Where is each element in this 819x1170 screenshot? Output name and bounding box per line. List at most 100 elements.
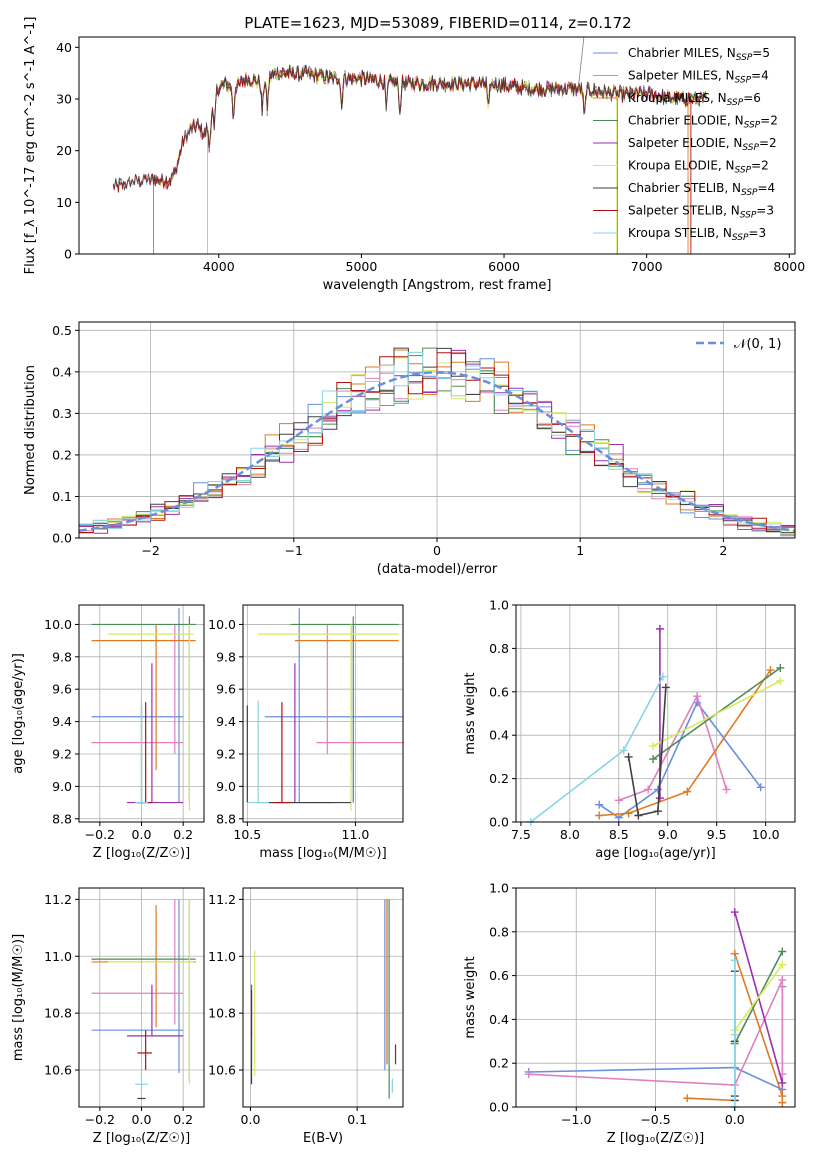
y-tick-label: 0.6: [489, 968, 509, 983]
y-tick-label: 0.1: [52, 489, 72, 504]
y-axis-label: mass weight: [463, 956, 478, 1038]
spectrum-spike: [577, 37, 585, 89]
legend-subscript: SSP: [732, 233, 749, 243]
y-tick-label: 40: [56, 40, 72, 55]
x-tick-label: 10.5: [233, 827, 261, 842]
y-tick-label: 0.4: [489, 728, 509, 743]
y-tick-label: 8.8: [216, 811, 236, 826]
panel-weight-vs-Z: [512, 887, 796, 1111]
y-tick-label: 0.6: [489, 684, 509, 699]
x-axis-label: Z [log₁₀(Z/Z☉)]: [607, 1131, 704, 1146]
legend-count: =4: [751, 69, 769, 83]
y-tick-label: 0: [64, 247, 72, 262]
weight-series: [652, 680, 781, 747]
x-tick-label: 0.1: [347, 1112, 367, 1127]
weight-point: [766, 666, 775, 675]
legend-subscript: SSP: [735, 76, 752, 86]
y-tick-label: 1.0: [489, 598, 509, 613]
weight-point: [778, 960, 787, 969]
legend-count: =2: [759, 136, 777, 150]
y-axis-label: age [log₁₀(age/yr)]: [11, 653, 26, 774]
weight-point: [778, 1098, 787, 1107]
x-tick-label: 2: [719, 543, 727, 558]
weight-point: [649, 742, 658, 751]
x-axis-label: wavelength [Angstrom, rest frame]: [323, 278, 552, 293]
panel-weight-vs-age: [512, 604, 796, 826]
y-tick-label: 8.8: [52, 811, 72, 826]
x-tick-label: 0.0: [725, 1112, 745, 1127]
y-tick-label: 0.0: [489, 1100, 509, 1115]
legend-entry: Chabrier STELIB, NSSP=4: [628, 181, 775, 198]
x-tick-label: −0.2: [85, 827, 115, 842]
y-tick-label: 9.6: [216, 682, 236, 697]
weight-point: [776, 676, 785, 685]
y-tick-label: 11.2: [208, 892, 236, 907]
x-tick-label: 9.0: [658, 827, 678, 842]
panel-spectrum: [75, 36, 796, 258]
plot-content: [246, 608, 403, 811]
panel-residuals: [75, 321, 796, 542]
plot-content: [78, 347, 796, 537]
weight-point: [595, 811, 604, 820]
y-tick-label: 9.2: [216, 746, 236, 761]
x-tick-label: −2: [141, 543, 159, 558]
plot-content: [112, 37, 707, 254]
x-tick-label: 8000: [773, 259, 805, 274]
y-tick-label: 10.8: [208, 1006, 236, 1021]
y-tick-label: 1.0: [489, 881, 509, 896]
legend-count: =3: [756, 204, 774, 218]
weight-point: [619, 746, 628, 755]
figure-title: PLATE=1623, MJD=53089, FIBERID=0114, z=0…: [244, 14, 631, 32]
y-tick-label: 10.6: [44, 1063, 72, 1078]
x-tick-label: −0.2: [85, 1112, 115, 1127]
legend-entry: Salpeter ELODIE, NSSP=2: [628, 136, 777, 153]
y-tick-label: 9.8: [216, 649, 236, 664]
legend-count: =5: [752, 46, 770, 60]
weight-point: [655, 794, 664, 803]
y-tick-label: 9.8: [52, 649, 72, 664]
weight-point: [722, 785, 731, 794]
y-tick-label: 10.0: [208, 617, 236, 632]
weight-point: [624, 809, 633, 818]
y-tick-label: 30: [56, 92, 72, 107]
legend-subscript: SSP: [741, 188, 758, 198]
legend-subscript: SSP: [742, 143, 759, 153]
weight-point: [634, 811, 643, 820]
x-tick-label: 7.5: [511, 827, 531, 842]
x-tick-label: 6000: [488, 259, 520, 274]
legend-count: =2: [751, 159, 769, 173]
legend-count: =4: [758, 181, 776, 195]
panel-age-vs-mass: [239, 604, 404, 826]
y-tick-label: 9.4: [52, 714, 72, 729]
legend-entry: Salpeter STELIB, NSSP=3: [628, 204, 774, 221]
x-tick-label: 0: [433, 543, 441, 558]
weight-point: [730, 1030, 739, 1039]
weight-point: [624, 752, 633, 761]
y-tick-label: 0.2: [489, 771, 509, 786]
x-tick-label: 0.2: [173, 827, 193, 842]
x-tick-label: −0.5: [640, 1112, 670, 1127]
y-axis-label: mass weight: [463, 672, 478, 754]
weight-point: [524, 1070, 533, 1079]
axes-frame: [515, 604, 796, 823]
x-tick-label: 8.5: [609, 827, 629, 842]
y-tick-label: 0.8: [489, 641, 509, 656]
legend-entry: Chabrier ELODIE, NSSP=2: [628, 114, 778, 131]
y-tick-label: 0.0: [489, 815, 509, 830]
y-axis-label: Normed distribution: [23, 365, 38, 495]
x-tick-label: 5000: [346, 259, 378, 274]
weight-point: [776, 663, 785, 672]
y-axis-label: mass [log₁₀(M/M☉)]: [11, 934, 26, 1061]
y-tick-label: 10.8: [44, 1006, 72, 1021]
axes-frame: [242, 887, 404, 1108]
legend-entry: 𝒩(0, 1): [734, 337, 781, 352]
x-tick-label: 11.0: [342, 827, 370, 842]
x-tick-label: 0.2: [173, 1112, 193, 1127]
x-tick-label: 8.0: [560, 827, 580, 842]
weight-point: [693, 692, 702, 701]
y-tick-label: 0.2: [52, 447, 72, 462]
panel-mass-vs-ebv: [239, 887, 404, 1111]
plot-content: [91, 608, 196, 811]
y-tick-label: 0.4: [489, 1012, 509, 1027]
